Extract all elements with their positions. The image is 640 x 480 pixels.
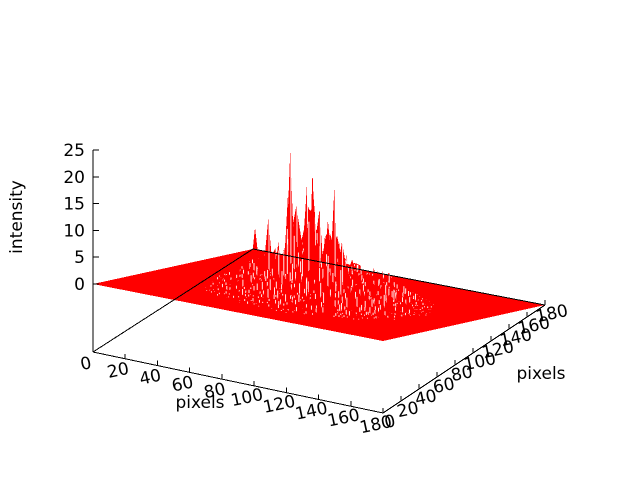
z-tick-label: 5 xyxy=(74,248,85,268)
x-tick-label: 100 xyxy=(229,385,265,411)
y-tick-label: 20 xyxy=(395,398,420,422)
z-tick-label: 10 xyxy=(63,221,85,241)
z-tick-label: 20 xyxy=(63,168,85,188)
x-axis-line xyxy=(92,351,384,414)
surface-impulse-blades xyxy=(109,151,524,338)
surface-layer xyxy=(93,151,545,341)
y-tick-label: 60 xyxy=(431,374,456,398)
x-tick-label: 140 xyxy=(294,398,330,424)
surface-row xyxy=(112,279,403,337)
x-tick-label: 80 xyxy=(202,379,227,403)
y-tick-label: 40 xyxy=(413,386,438,410)
surface-row xyxy=(110,280,402,337)
z-tick-label: 0 xyxy=(74,275,85,295)
surface-row xyxy=(130,275,421,333)
z-tick-label: 25 xyxy=(63,141,85,161)
y-axis-line xyxy=(382,304,546,414)
axes-layer xyxy=(92,149,546,414)
y-tick-label: 80 xyxy=(449,362,474,386)
x-axis-title: pixels xyxy=(175,393,224,413)
y-tick-label: 0 xyxy=(383,411,398,433)
x-tick-label: 160 xyxy=(326,405,362,431)
y-axis-back-line xyxy=(252,248,546,306)
x-tick-label: 120 xyxy=(261,392,297,418)
x-tick-label: 0 xyxy=(79,353,94,375)
x-tick-label: 20 xyxy=(106,359,131,383)
x-axis-back-line xyxy=(92,248,254,353)
y-axis-title: pixels xyxy=(516,364,565,384)
surface-row xyxy=(114,279,405,337)
z-axis-title: intensity xyxy=(7,180,27,254)
x-tick-label: 40 xyxy=(138,366,163,390)
z-tick-label: 15 xyxy=(63,195,85,215)
x-tick-label: 60 xyxy=(170,372,195,396)
